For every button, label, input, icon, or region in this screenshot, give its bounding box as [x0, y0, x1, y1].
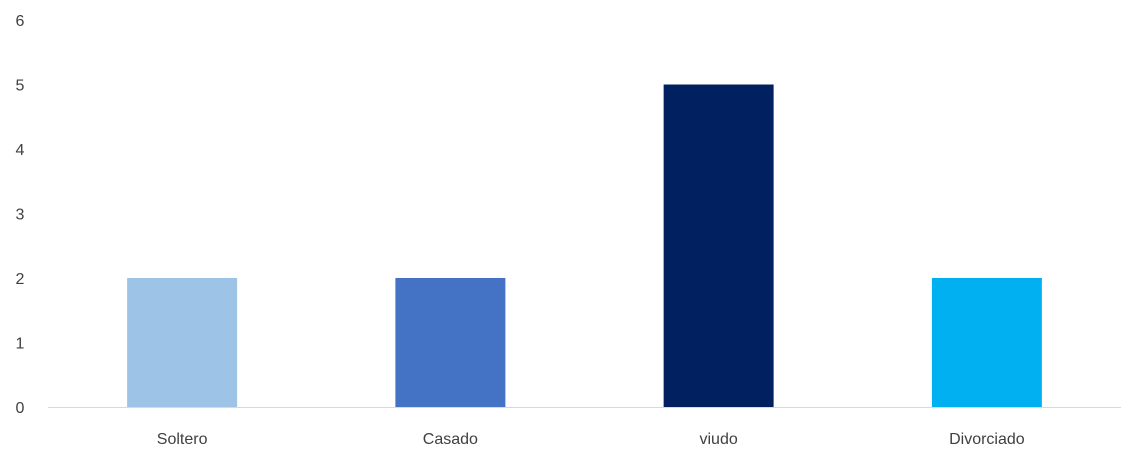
bar-casado [395, 278, 506, 407]
bar-divorciado [931, 278, 1042, 407]
y-tick-label: 0 [16, 400, 25, 417]
y-tick-label: 5 [16, 78, 25, 95]
x-axis-category-labels: Soltero Casado viudo Divorciado [157, 431, 1025, 448]
y-tick-label: 1 [16, 336, 25, 353]
x-category-label: Divorciado [949, 431, 1025, 448]
x-category-label: viudo [700, 431, 738, 448]
bars [127, 84, 1042, 407]
bar-viudo [663, 84, 774, 407]
x-category-label: Casado [423, 431, 478, 448]
y-tick-label: 4 [16, 142, 25, 159]
y-tick-label: 3 [16, 207, 25, 224]
bar-soltero [127, 278, 238, 407]
y-tick-label: 6 [16, 13, 25, 30]
y-axis-tick-labels: 0 1 2 3 4 5 6 [16, 13, 25, 417]
x-category-label: Soltero [157, 431, 208, 448]
y-tick-label: 2 [16, 271, 25, 288]
